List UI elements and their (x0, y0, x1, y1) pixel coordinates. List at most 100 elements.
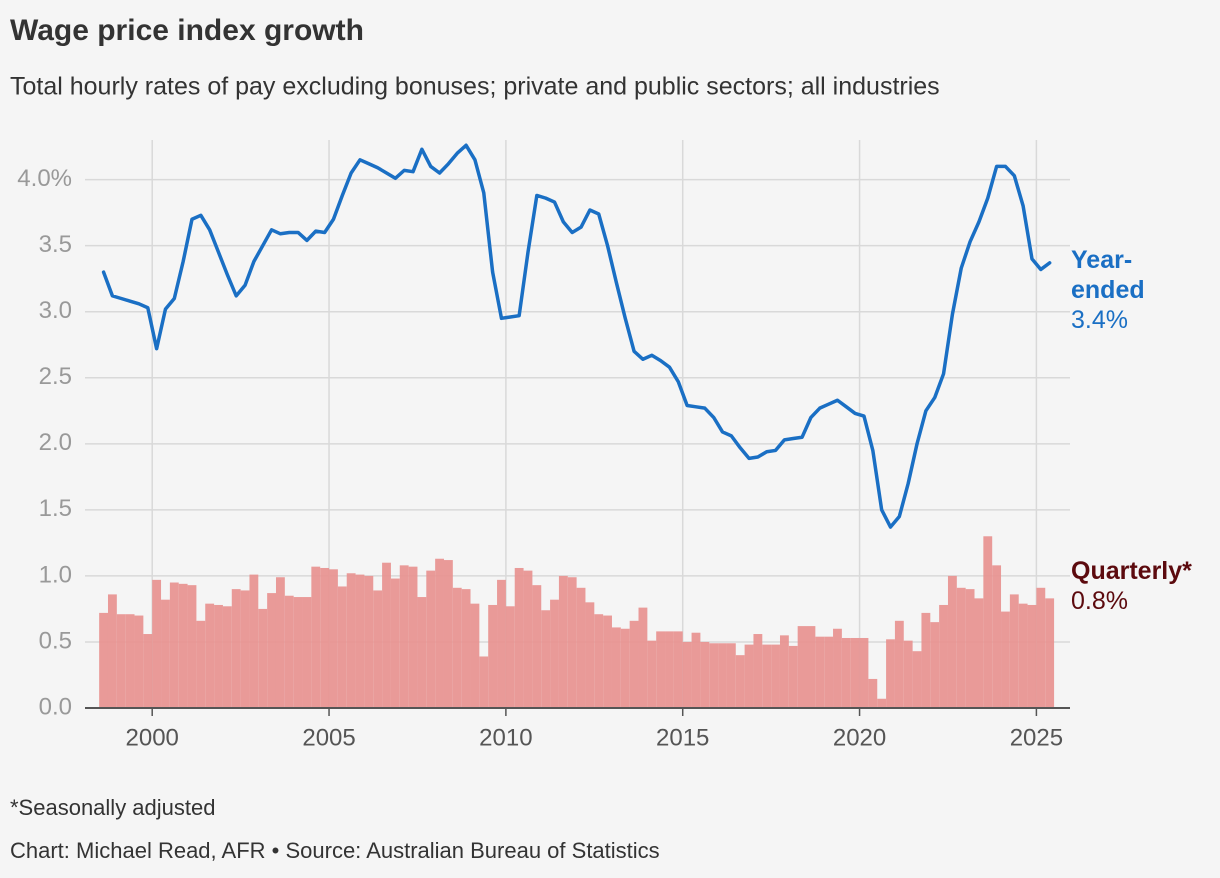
bar (426, 570, 436, 708)
grid (85, 140, 1070, 709)
bar (541, 610, 551, 708)
bar (868, 678, 878, 708)
bar (258, 608, 268, 708)
bar (833, 628, 842, 708)
bar (620, 628, 630, 708)
bar (894, 620, 904, 708)
bar (99, 612, 108, 708)
bar (585, 602, 595, 708)
bar (497, 579, 506, 708)
bar (143, 634, 153, 708)
bar (797, 626, 807, 708)
bar (222, 606, 232, 708)
y-tick-label: 2.0 (39, 429, 72, 456)
bar (382, 562, 391, 708)
x-tick-label: 2025 (1010, 724, 1063, 751)
series-label: Year-ended 3.4% (1071, 245, 1166, 335)
bar (921, 612, 931, 708)
bar (293, 597, 303, 708)
bar (443, 560, 453, 708)
end-value: 0.8% (1071, 587, 1128, 616)
bar (231, 589, 241, 708)
bar (178, 583, 188, 708)
bar (726, 643, 736, 708)
bar (815, 636, 825, 708)
bar (161, 599, 170, 708)
bar (983, 536, 993, 708)
bar (771, 644, 780, 708)
chart-title: Wage price index growth (10, 14, 364, 47)
bar (903, 640, 913, 708)
bar (930, 622, 940, 708)
bar (886, 639, 895, 708)
y-tick-label: 1.5 (39, 495, 72, 522)
bar (435, 558, 444, 708)
bar (841, 637, 851, 708)
bar (134, 615, 144, 708)
x-tick-label: 2005 (302, 724, 355, 751)
bar (673, 631, 683, 708)
bar (1036, 587, 1046, 708)
bar (550, 599, 559, 708)
legend-label: Quarterly* (1071, 557, 1192, 586)
bar (1027, 604, 1037, 708)
bar (116, 614, 126, 708)
x-tick-label: 2000 (126, 724, 179, 751)
bar (479, 656, 489, 708)
bar (214, 604, 223, 708)
bar (523, 570, 533, 708)
bar (850, 637, 860, 708)
bar (461, 589, 471, 708)
bar (205, 603, 215, 708)
bar (240, 590, 250, 708)
bar (346, 573, 356, 708)
bar (567, 577, 577, 708)
bar (311, 566, 321, 708)
bar (302, 597, 312, 708)
series-label: Quarterly* 0.8% (1071, 556, 1219, 616)
bar (939, 604, 948, 708)
bar (364, 575, 374, 708)
bar (169, 582, 179, 708)
y-tick-label: 3.0 (39, 297, 72, 324)
bar (947, 575, 957, 708)
line (101, 143, 1052, 529)
bar (629, 620, 639, 708)
bar (647, 640, 657, 708)
bar (709, 643, 719, 708)
bar (1018, 603, 1028, 708)
bar (1001, 611, 1010, 708)
bar (638, 607, 648, 708)
bar (1045, 598, 1055, 708)
bar (275, 577, 285, 708)
bar (196, 620, 206, 708)
chart-subtitle: Total hourly rates of pay excluding bonu… (10, 73, 940, 101)
bar (974, 598, 984, 708)
bar (399, 565, 409, 708)
bar (735, 655, 745, 708)
bar (470, 603, 480, 708)
bar (408, 566, 418, 708)
bar (656, 631, 666, 708)
bar (417, 597, 427, 708)
bar (665, 631, 674, 708)
y-tick-label: 0.5 (39, 627, 72, 654)
bar (753, 634, 763, 708)
bar (824, 636, 834, 708)
bar (337, 586, 347, 708)
end-value: 3.4% (1071, 305, 1128, 334)
bar (373, 590, 383, 708)
bar (532, 585, 542, 708)
bar (284, 595, 294, 708)
bar (329, 569, 338, 708)
bar (992, 565, 1002, 708)
bar (788, 645, 798, 708)
y-tick-label: 3.5 (39, 231, 72, 258)
bar (152, 579, 162, 708)
x-tick-label: 2010 (479, 724, 532, 751)
bar (762, 644, 772, 708)
bar (505, 606, 515, 708)
bar (390, 578, 400, 708)
bar (718, 643, 727, 708)
